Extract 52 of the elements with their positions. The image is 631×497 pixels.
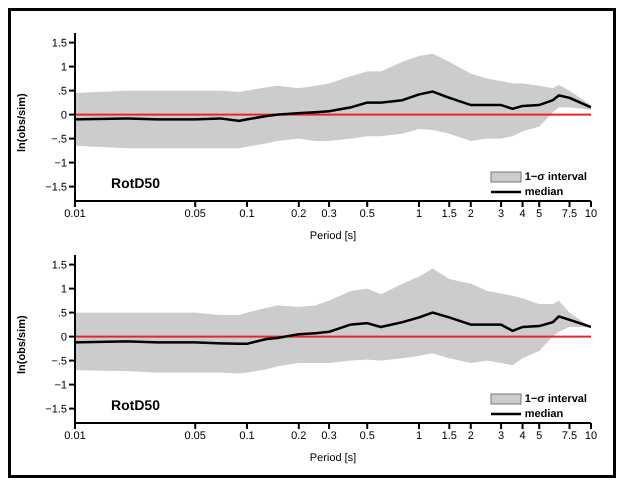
x-tick-label: 7.5 bbox=[562, 430, 578, 442]
y-tick-label: .5 bbox=[58, 86, 67, 98]
y-tick-label: −1.5 bbox=[45, 182, 67, 194]
x-tick-label: 0.01 bbox=[64, 208, 86, 220]
y-tick-label: −.5 bbox=[51, 134, 67, 146]
x-tick-label: 1 bbox=[416, 208, 422, 220]
annotation: RotD50 bbox=[111, 397, 160, 413]
x-tick-label: 0.1 bbox=[239, 208, 255, 220]
legend-label: median bbox=[524, 408, 564, 420]
y-tick-label: −1 bbox=[54, 380, 67, 392]
y-tick-label: 1 bbox=[60, 284, 67, 296]
y-tick-label: 1.5 bbox=[52, 260, 67, 272]
y-tick-label: 1.5 bbox=[52, 38, 67, 50]
x-tick-label: 0.2 bbox=[291, 430, 306, 442]
y-tick-label: 1 bbox=[60, 62, 67, 74]
x-tick-label: 0.05 bbox=[184, 208, 206, 220]
x-tick-label: 0.1 bbox=[239, 430, 255, 442]
x-tick-label: 10 bbox=[584, 430, 598, 442]
annotation: RotD50 bbox=[111, 175, 160, 191]
x-axis-title: Period [s] bbox=[310, 452, 356, 464]
x-tick-label: 0.3 bbox=[321, 208, 337, 220]
x-tick-label: 2 bbox=[468, 430, 474, 442]
x-tick-label: 4 bbox=[519, 430, 526, 442]
x-tick-label: 0.5 bbox=[360, 208, 375, 220]
y-tick-label: −1.5 bbox=[45, 404, 67, 416]
x-tick-label: 3 bbox=[498, 430, 504, 442]
x-tick-label: 0.05 bbox=[184, 430, 206, 442]
x-tick-label: 0.01 bbox=[64, 430, 86, 442]
x-tick-label: 7.5 bbox=[562, 208, 578, 220]
y-tick-label: −1 bbox=[54, 158, 67, 170]
y-axis-title: ln(obs/sim) bbox=[16, 92, 28, 152]
x-axis-title: Period [s] bbox=[310, 230, 356, 242]
y-tick-label: −.5 bbox=[51, 356, 67, 368]
x-tick-label: 1.5 bbox=[442, 208, 457, 220]
x-tick-label: 5 bbox=[536, 430, 542, 442]
x-tick-label: 1 bbox=[416, 430, 422, 442]
x-tick-label: 3 bbox=[498, 208, 504, 220]
legend-label: median bbox=[524, 186, 564, 198]
annotation: 1−σ interval bbox=[524, 170, 587, 182]
x-tick-label: 1.5 bbox=[442, 430, 457, 442]
y-tick-label: 0 bbox=[60, 332, 67, 344]
x-tick-label: 5 bbox=[536, 208, 542, 220]
x-tick-label: 0.5 bbox=[360, 430, 375, 442]
x-tick-label: 0.2 bbox=[291, 208, 306, 220]
y-axis-title: ln(obs/sim) bbox=[16, 314, 28, 374]
x-tick-label: 0.3 bbox=[321, 430, 337, 442]
y-tick-label: .5 bbox=[58, 308, 67, 320]
annotation: 1−σ interval bbox=[524, 392, 587, 404]
y-tick-label: 0 bbox=[60, 110, 67, 122]
x-tick-label: 4 bbox=[519, 208, 526, 220]
x-tick-label: 10 bbox=[584, 208, 598, 220]
x-tick-label: 2 bbox=[468, 208, 474, 220]
